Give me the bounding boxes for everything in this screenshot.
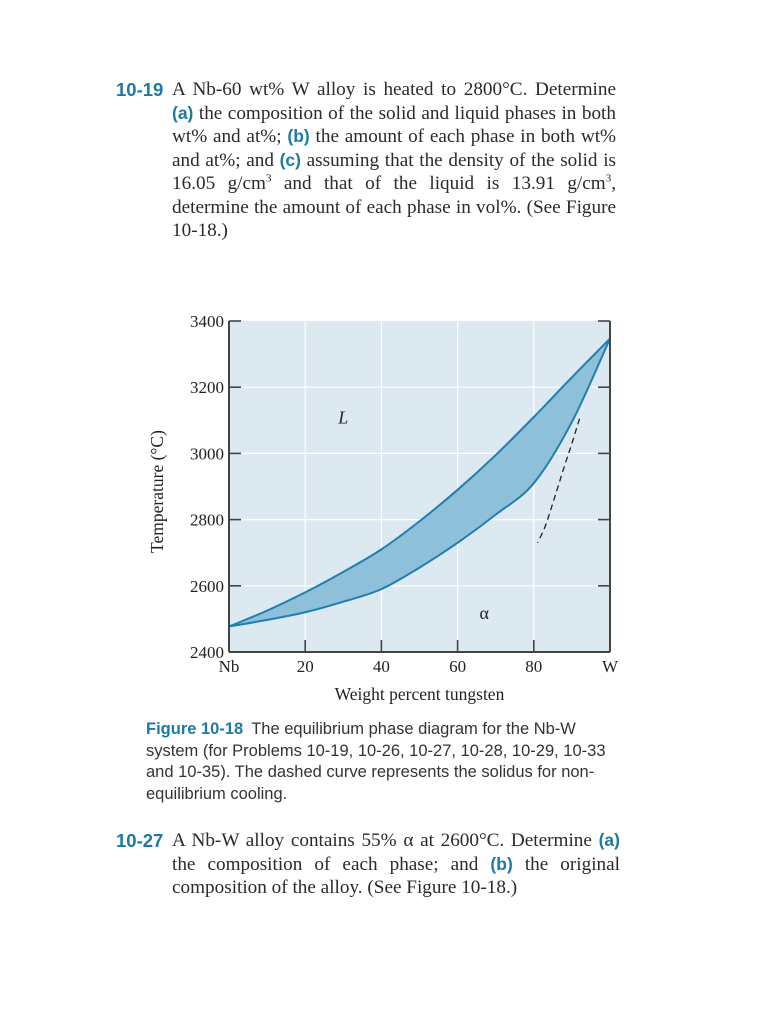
problem-text: A Nb-60 wt% W alloy is heated to 2800°C.… xyxy=(172,79,617,241)
liquidus-curve xyxy=(228,337,611,628)
part-b-label: (b) xyxy=(287,126,310,146)
y-tick-label: 3000 xyxy=(190,444,224,463)
caption-text: The equilibrium phase diagram for the Nb… xyxy=(146,720,606,803)
phase-diagram-figure: 2400 2600 2800 3000 3200 3400 Nb 20 40 60 80 W Weigh… xyxy=(147,312,619,704)
problem-text: A Nb-W alloy contains 55% α at 2600°C. D… xyxy=(172,830,620,898)
y-tick-label: 2400 xyxy=(190,643,224,662)
plot-area xyxy=(229,321,610,652)
figure-caption: Figure 10-18 The equilibrium phase diagra… xyxy=(146,719,616,805)
x-tick-label: W xyxy=(602,657,619,676)
problem-number: 10-19 xyxy=(116,79,164,100)
problem-10-27: 10-27 A Nb-W alloy contains 55% α at 260… xyxy=(116,829,620,900)
figure-label: Figure 10-18 xyxy=(146,720,244,738)
part-b-label: (b) xyxy=(490,853,513,874)
alpha-region-label: α xyxy=(480,603,490,623)
phase-diagram-chart: 2400 2600 2800 3000 3200 3400 Nb 20 40 60 80 W Weigh… xyxy=(147,312,619,704)
part-c-label: (c) xyxy=(279,149,301,170)
y-tick-label: 3200 xyxy=(190,378,224,397)
y-axis-title: Temperature (°C) xyxy=(147,430,167,553)
y-tick-label: 3400 xyxy=(190,312,224,331)
x-tick-label: 80 xyxy=(525,657,542,676)
liquid-region-label: L xyxy=(337,408,348,428)
x-axis-title: Weight percent tungsten xyxy=(335,684,505,704)
y-tick-label: 2600 xyxy=(190,577,224,596)
problem-10-19: 10-19 A Nb-60 wt% W alloy is heated to 2… xyxy=(116,78,616,243)
solidus-curve xyxy=(228,338,611,628)
part-a-label: (a) xyxy=(172,102,194,123)
x-tick-label: 40 xyxy=(373,657,390,676)
x-tick-label: 60 xyxy=(449,657,466,676)
part-a-label: (a) xyxy=(598,830,620,850)
non-equilibrium-solidus-curve xyxy=(537,418,581,544)
x-tick-label: 20 xyxy=(297,657,314,676)
y-tick-label: 2800 xyxy=(190,511,224,530)
problem-number: 10-27 xyxy=(116,830,164,851)
x-tick-label: Nb xyxy=(219,657,240,676)
